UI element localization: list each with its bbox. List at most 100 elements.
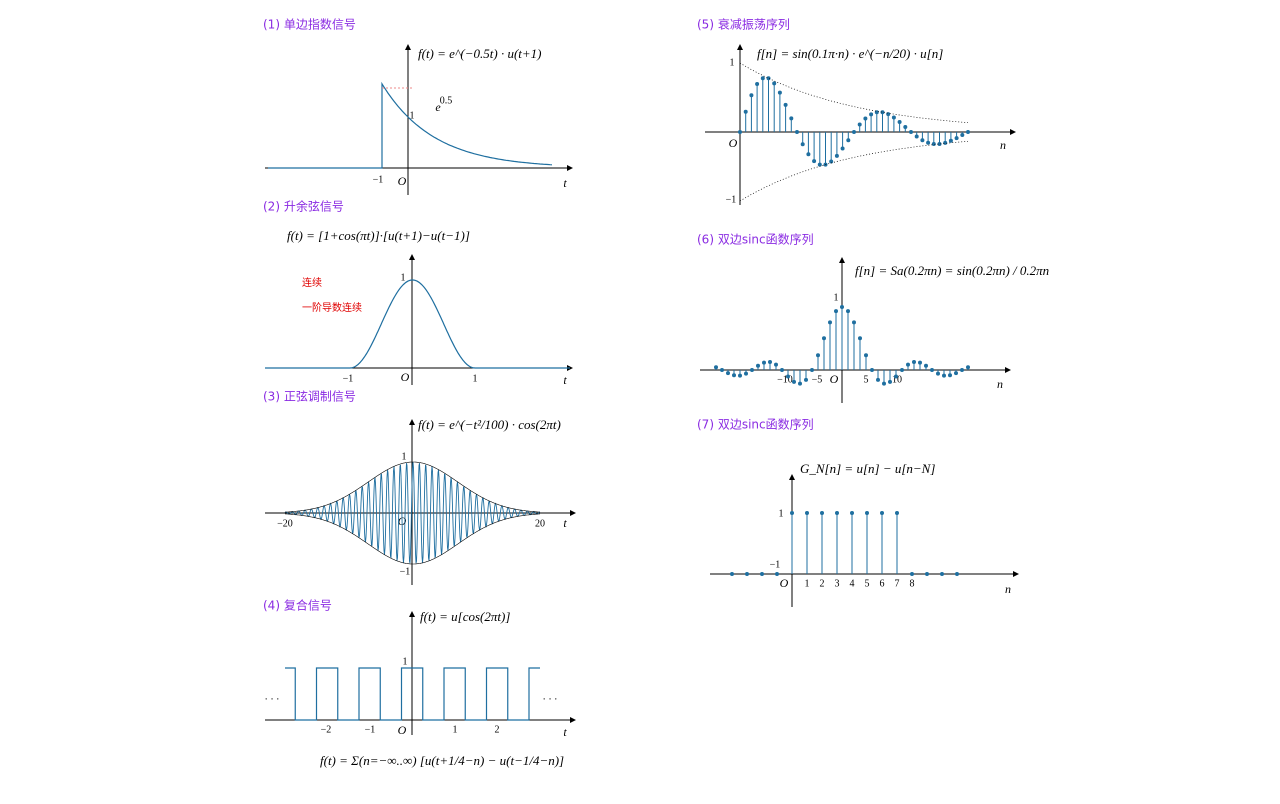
axis-label: n (997, 377, 1003, 391)
sample (865, 511, 869, 515)
sample (960, 133, 965, 138)
axis-label: O (398, 723, 407, 737)
sample (960, 368, 964, 372)
formula: f(t) = e^(−0.5t) · u(t+1) (418, 46, 542, 61)
sample (745, 572, 749, 576)
panel-title: (7) 双边sinc函数序列 (697, 417, 814, 432)
sample (895, 511, 899, 515)
sample (876, 377, 880, 382)
sample (798, 381, 802, 386)
sample (749, 93, 754, 98)
axis-label: 6 (880, 578, 885, 589)
sample (816, 353, 820, 358)
axis-label: −1 (770, 559, 781, 570)
panel-title: (6) 双边sinc函数序列 (697, 232, 814, 247)
sample (822, 336, 826, 341)
sample (886, 112, 891, 117)
sample (726, 371, 730, 376)
axis-label: e (435, 100, 441, 114)
sample (863, 116, 868, 121)
sample (762, 360, 766, 365)
sample (834, 153, 839, 158)
axis-label: n (1000, 138, 1006, 152)
sample (910, 572, 914, 576)
axis-label: 5 (864, 374, 869, 385)
axis-label: −20 (277, 518, 293, 529)
axis-label: 1 (730, 57, 735, 68)
sample (864, 353, 868, 358)
axis-label: 1 (401, 272, 406, 283)
axis-label: 1 (453, 724, 458, 735)
sample (810, 368, 814, 372)
panel-title: (3) 正弦调制信号 (263, 389, 356, 404)
axis-label: t (563, 176, 567, 190)
sample (800, 142, 805, 147)
sample (750, 368, 754, 372)
sample (912, 360, 916, 365)
axis-label: n (1005, 582, 1011, 596)
axis-label: 2 (820, 578, 825, 589)
sample (732, 373, 736, 378)
formula: f(t) = Σ(n=−∞..∞) [u(t+1/4−n) − u(t−1/4−… (320, 753, 564, 768)
axis-label: · · · (543, 694, 558, 705)
axis-label: −1 (343, 373, 354, 384)
sample (926, 140, 931, 145)
sample (903, 124, 908, 129)
sample (954, 136, 959, 141)
panel-title: (1) 单边指数信号 (263, 17, 356, 32)
panel-title: (4) 复合信号 (263, 598, 332, 613)
sample (955, 572, 959, 576)
sample (756, 363, 760, 368)
axis-label: −10 (777, 374, 793, 385)
sample (880, 511, 884, 515)
sample (894, 374, 898, 379)
sample (940, 572, 944, 576)
sample (714, 365, 718, 370)
signal-curve (268, 81, 553, 169)
axis-label: −1 (726, 194, 737, 205)
sample (882, 381, 886, 386)
sample (858, 336, 862, 341)
formula: f[n] = Sa(0.2πn) = sin(0.2πn) / 0.2πn (855, 263, 1049, 278)
sample (760, 76, 765, 81)
sample (840, 146, 845, 151)
axis-label: t (563, 725, 567, 739)
axis-label: 5 (865, 578, 870, 589)
sample (850, 511, 854, 515)
axis-label: O (780, 576, 789, 590)
axis-label: t (563, 516, 567, 530)
envelope (285, 461, 541, 513)
sample (914, 134, 919, 139)
sample (743, 109, 748, 114)
axis-label: 10 (892, 374, 902, 385)
sample (857, 122, 862, 127)
axis-label: 7 (895, 578, 900, 589)
sample (744, 371, 748, 376)
sample (738, 130, 742, 134)
sample (891, 115, 896, 120)
axis-label: 1 (473, 373, 478, 384)
sample (812, 159, 817, 164)
sample (869, 112, 874, 117)
axis-label: 0.5 (440, 95, 453, 106)
sample (954, 371, 958, 376)
axis-label: −1 (400, 566, 411, 577)
sample (880, 110, 885, 115)
sample (948, 138, 953, 143)
signal-curve (265, 279, 570, 369)
envelope (739, 62, 969, 124)
sample (775, 572, 779, 576)
sample (942, 373, 946, 378)
sample (774, 362, 778, 367)
formula: G_N[n] = u[n] − u[n−N] (800, 461, 935, 476)
axis-label: −5 (812, 374, 823, 385)
panel-title: (2) 升余弦信号 (263, 199, 344, 214)
axis-label: 1 (834, 292, 839, 303)
axis-label: 20 (535, 518, 545, 529)
axis-label: −1 (365, 724, 376, 735)
sample (720, 368, 724, 372)
formula: f(t) = u[cos(2πt)] (420, 609, 510, 624)
panel-title: (5) 衰减振荡序列 (697, 17, 790, 32)
formula: f[n] = sin(0.1π·n) · e^(−n/20) · u[n] (757, 46, 943, 61)
